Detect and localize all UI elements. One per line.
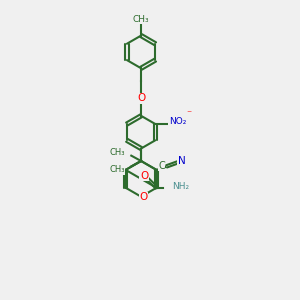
Text: C: C: [158, 161, 165, 171]
Text: CH₃: CH₃: [133, 15, 149, 24]
Text: NH₂: NH₂: [172, 182, 189, 191]
Text: O: O: [137, 93, 145, 103]
Text: N: N: [178, 156, 185, 166]
Text: NO₂: NO₂: [169, 117, 186, 126]
Text: CH₃: CH₃: [109, 165, 125, 174]
Text: O: O: [139, 192, 148, 202]
Text: O: O: [140, 171, 148, 181]
Text: CH₃: CH₃: [109, 148, 125, 157]
Text: ⁻: ⁻: [186, 110, 192, 119]
